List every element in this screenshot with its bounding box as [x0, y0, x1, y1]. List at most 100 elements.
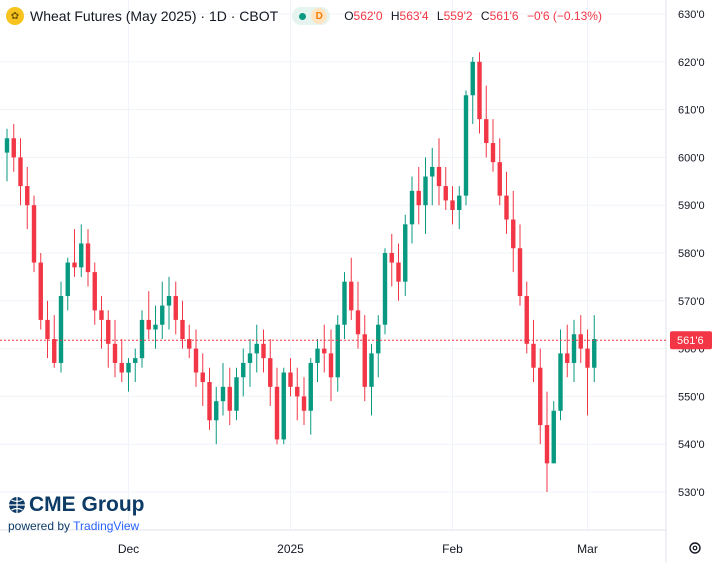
candle	[477, 52, 482, 134]
candle	[470, 57, 475, 124]
candle-body	[274, 386, 280, 440]
candle	[551, 401, 556, 464]
candle-body	[544, 425, 550, 464]
candle-body	[112, 343, 118, 363]
candle-body	[511, 219, 516, 249]
candle-body	[268, 358, 273, 387]
candle	[389, 233, 394, 287]
tradingview-link[interactable]: TradingView	[73, 519, 140, 533]
price-axis[interactable]: 530'0540'0550'0560'0570'0580'0590'0600'0…	[678, 9, 705, 499]
price-tick-label: 580'0	[678, 248, 705, 260]
candle-body	[173, 296, 178, 320]
candle-body	[342, 281, 347, 325]
candle-body	[92, 272, 97, 311]
candle	[558, 329, 563, 421]
candle	[207, 367, 212, 430]
candle	[79, 224, 84, 277]
candle	[578, 315, 583, 363]
candle-body	[207, 382, 212, 421]
price-tick-label: 630'0	[678, 9, 705, 21]
candle	[25, 166, 30, 230]
candle	[268, 339, 273, 406]
candle	[409, 176, 415, 244]
change-value: −0'6 (−0.13%)	[526, 9, 602, 23]
candle-body	[220, 386, 226, 402]
candle-body	[565, 353, 570, 363]
candle	[511, 190, 516, 273]
time-tick-label: Dec	[118, 542, 139, 556]
candle	[173, 281, 178, 335]
price-tick-label: 590'0	[678, 200, 705, 212]
candle-body	[25, 186, 30, 206]
candle-body	[315, 348, 320, 363]
status-pill[interactable]: D	[292, 7, 331, 25]
close-label: C	[480, 9, 490, 23]
horizontal-gridlines	[0, 13, 666, 493]
time-tick-label: 2025	[277, 542, 304, 556]
candle	[52, 315, 57, 368]
candle-body	[288, 372, 293, 387]
candle-body	[38, 262, 43, 320]
candle-body	[349, 281, 354, 311]
candle-body	[227, 386, 232, 411]
gear-icon[interactable]	[688, 541, 702, 555]
candle-body	[504, 195, 509, 220]
powered-by[interactable]: powered by TradingView	[8, 519, 145, 533]
candle-body	[153, 324, 158, 330]
candle-body	[578, 334, 583, 349]
candle-body	[106, 319, 111, 344]
candle-body	[139, 319, 145, 359]
cme-logo: CME Group	[8, 493, 145, 517]
candle	[65, 257, 70, 311]
candle-body	[490, 143, 496, 163]
candle-body	[585, 348, 590, 368]
candle	[301, 377, 307, 426]
candle	[45, 300, 50, 359]
wheat-icon[interactable]: ✿	[6, 7, 24, 25]
candle	[328, 329, 334, 402]
candle-body	[254, 343, 259, 354]
candle-body	[524, 296, 529, 344]
candle-body	[409, 190, 415, 225]
candle	[92, 262, 97, 325]
candle-body	[18, 157, 23, 187]
candle	[119, 339, 124, 383]
time-tick-label: Mar	[577, 542, 598, 556]
candle-body	[355, 310, 361, 335]
candle	[146, 291, 151, 340]
candle	[362, 315, 367, 402]
candle	[565, 324, 570, 378]
last-price-label: 561'6	[677, 335, 704, 347]
branding[interactable]: CME Group powered by TradingView	[8, 493, 145, 533]
candle	[396, 243, 401, 301]
candle	[112, 319, 118, 378]
time-tick-label: Feb	[442, 542, 463, 556]
candle-body	[538, 367, 543, 426]
candle	[274, 367, 280, 445]
candle	[504, 171, 509, 234]
price-tick-label: 530'0	[678, 487, 705, 499]
candle-body	[443, 186, 448, 201]
candle	[497, 138, 502, 206]
candle-body	[146, 319, 151, 330]
candle	[153, 305, 158, 349]
candle-body	[436, 166, 442, 187]
candle-body	[11, 138, 16, 158]
symbol-title[interactable]: Wheat Futures (May 2025) · 1D · CBOT	[30, 8, 279, 24]
candle-body	[301, 396, 307, 411]
candle-body	[416, 190, 421, 206]
last-price-badge-bg	[670, 331, 712, 350]
candle-body	[45, 319, 50, 340]
time-axis[interactable]: Dec 2025 Feb Mar	[118, 542, 598, 556]
candle	[281, 367, 286, 445]
candle	[126, 358, 131, 392]
candle-body	[362, 334, 367, 387]
candle	[187, 324, 192, 359]
candle	[457, 186, 462, 230]
candle-body	[430, 166, 435, 177]
candle	[247, 339, 253, 387]
candle	[133, 348, 138, 383]
candle	[254, 324, 259, 373]
candle-body	[463, 95, 469, 196]
